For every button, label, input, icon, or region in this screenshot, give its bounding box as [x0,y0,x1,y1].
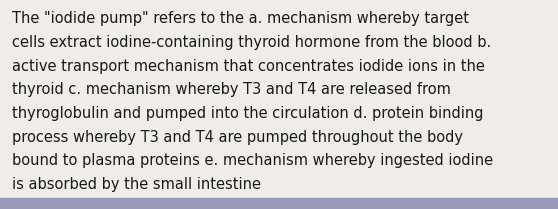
Bar [0,198,558,209]
Text: process whereby T3 and T4 are pumped throughout the body: process whereby T3 and T4 are pumped thr… [12,130,463,145]
Text: cells extract iodine-containing thyroid hormone from the blood b.: cells extract iodine-containing thyroid … [12,35,492,50]
Text: thyroglobulin and pumped into the circulation d. protein binding: thyroglobulin and pumped into the circul… [12,106,484,121]
Text: bound to plasma proteins e. mechanism whereby ingested iodine: bound to plasma proteins e. mechanism wh… [12,153,493,168]
Text: active transport mechanism that concentrates iodide ions in the: active transport mechanism that concentr… [12,59,485,74]
Text: The "iodide pump" refers to the a. mechanism whereby target: The "iodide pump" refers to the a. mecha… [12,11,469,27]
Text: is absorbed by the small intestine: is absorbed by the small intestine [12,177,261,192]
Text: thyroid c. mechanism whereby T3 and T4 are released from: thyroid c. mechanism whereby T3 and T4 a… [12,82,451,97]
